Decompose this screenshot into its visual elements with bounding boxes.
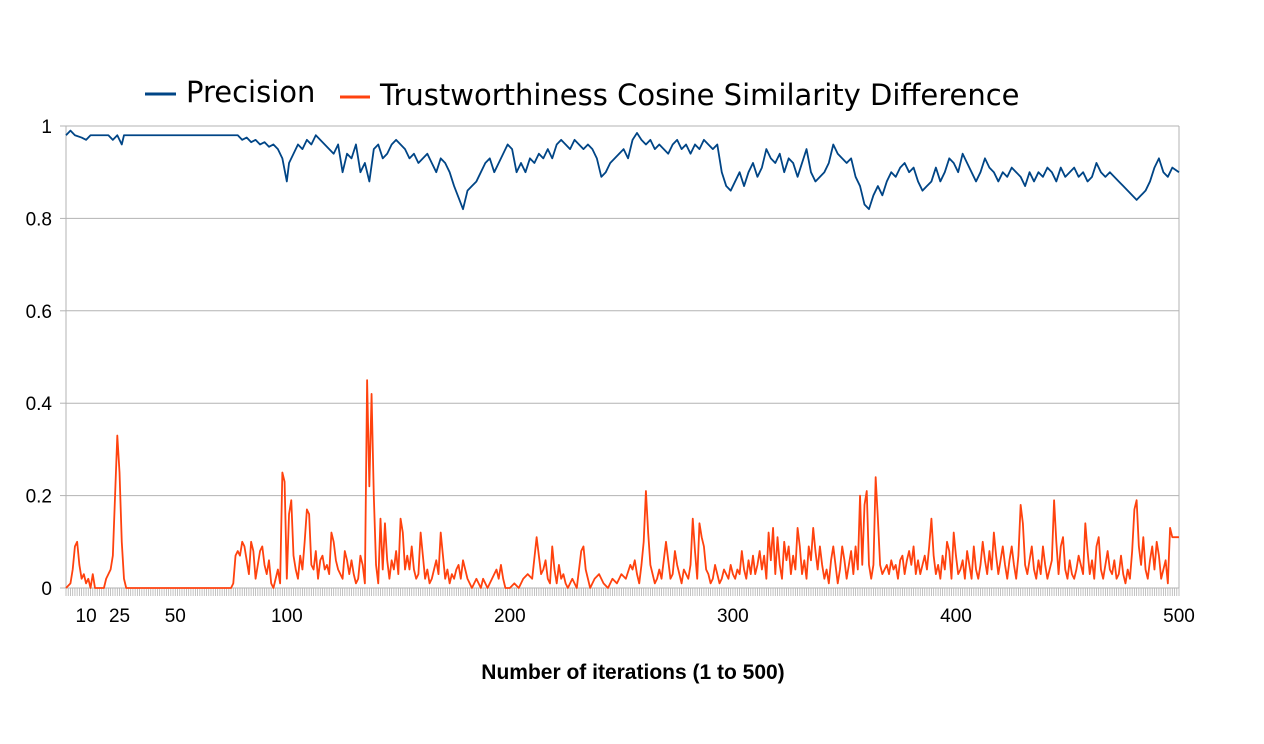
x-tick-label: 10 [76, 606, 97, 627]
x-axis-label: Number of iterations (1 to 500) [481, 661, 784, 684]
y-tick-label: 0 [41, 579, 52, 600]
legend-label-trustworthiness: Trustworthiness Cosine Similarity Differ… [379, 78, 1020, 112]
x-tick-label: 50 [165, 606, 186, 627]
grid-lines [65, 125, 1180, 589]
legend: Precision Trustworthiness Cosine Similar… [145, 75, 1020, 112]
series-line-precision [65, 129, 1180, 211]
x-tick-label: 500 [1163, 606, 1195, 627]
y-tick-label: 0.6 [26, 302, 52, 323]
x-tick-label: 400 [940, 606, 972, 627]
y-axis-ticks: 0 0.2 0.4 0.6 0.8 1 [26, 117, 66, 600]
x-tick-label: 100 [271, 606, 303, 627]
x-axis-minor-ticks [65, 588, 1180, 596]
x-tick-label: 300 [717, 606, 749, 627]
x-axis-ticks: 10 25 50 100 200 300 400 500 [76, 606, 1195, 627]
y-tick-label: 0.2 [26, 487, 52, 508]
series-line-trustworthiness [65, 379, 1179, 589]
y-tick-label: 1 [41, 117, 52, 138]
y-tick-label: 0.4 [26, 394, 53, 415]
y-tick-label: 0.8 [26, 209, 52, 230]
legend-label-precision: Precision [186, 75, 315, 109]
series-lines [65, 129, 1180, 589]
x-minor-tick-marks [65, 588, 1180, 596]
x-tick-label: 25 [109, 606, 130, 627]
x-tick-label: 200 [494, 606, 526, 627]
